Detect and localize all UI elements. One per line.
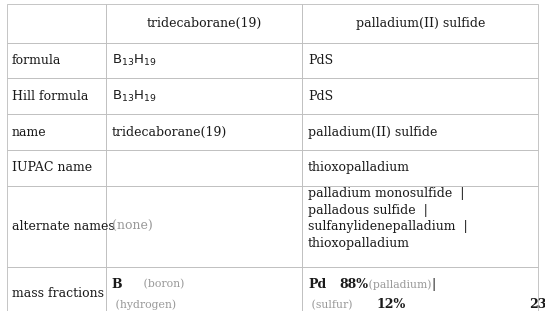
Bar (302, 4, 538, 43)
Text: IUPAC name: IUPAC name (12, 161, 92, 174)
Bar (106, 78, 302, 114)
Text: name: name (12, 126, 47, 138)
Text: PdS: PdS (308, 54, 333, 67)
Text: sulfanylidenepalladium  |: sulfanylidenepalladium | (308, 220, 468, 234)
Bar (7, 4, 106, 43)
Text: (hydrogen): (hydrogen) (112, 299, 179, 310)
Text: $\mathsf{B_{13}H_{19}}$: $\mathsf{B_{13}H_{19}}$ (112, 89, 156, 104)
Text: (none): (none) (112, 220, 153, 233)
Bar (7, 78, 106, 114)
Text: (palladium): (palladium) (365, 279, 435, 290)
Text: palladous sulfide  |: palladous sulfide | (308, 204, 428, 217)
Bar (302, 43, 538, 78)
Text: B: B (112, 278, 122, 291)
Text: $\mathsf{B_{13}H_{19}}$: $\mathsf{B_{13}H_{19}}$ (112, 53, 156, 68)
Text: 12%: 12% (377, 298, 406, 311)
Text: mass fractions: mass fractions (12, 287, 104, 300)
Text: palladium(II) sulfide: palladium(II) sulfide (308, 126, 437, 138)
Text: |: | (425, 278, 445, 291)
Bar (302, 150, 538, 186)
Text: thioxopalladium: thioxopalladium (308, 237, 410, 250)
Text: 88%: 88% (339, 278, 368, 291)
Text: Hill formula: Hill formula (12, 90, 88, 103)
Text: tridecaborane(19): tridecaborane(19) (147, 17, 262, 30)
Bar (7, 43, 106, 78)
Bar (106, 114, 302, 150)
Bar (302, 114, 538, 150)
Bar (302, 267, 538, 311)
Bar (302, 186, 538, 267)
Text: thioxopalladium: thioxopalladium (308, 161, 410, 174)
Bar (7, 114, 106, 150)
Text: (sulfur): (sulfur) (308, 299, 356, 310)
Text: (boron): (boron) (140, 279, 188, 290)
Bar (106, 267, 302, 311)
Text: palladium monosulfide  |: palladium monosulfide | (308, 187, 464, 200)
Text: 23.2%: 23.2% (529, 298, 545, 311)
Bar (7, 267, 106, 311)
Text: PdS: PdS (308, 90, 333, 103)
Text: tridecaborane(19): tridecaborane(19) (112, 126, 227, 138)
Bar (7, 150, 106, 186)
Text: Pd: Pd (308, 278, 326, 291)
Bar (106, 43, 302, 78)
Bar (106, 186, 302, 267)
Bar (106, 150, 302, 186)
Bar (302, 78, 538, 114)
Bar (106, 4, 302, 43)
Text: alternate names: alternate names (12, 220, 115, 233)
Text: palladium(II) sulfide: palladium(II) sulfide (356, 17, 485, 30)
Bar (7, 186, 106, 267)
Text: formula: formula (12, 54, 62, 67)
